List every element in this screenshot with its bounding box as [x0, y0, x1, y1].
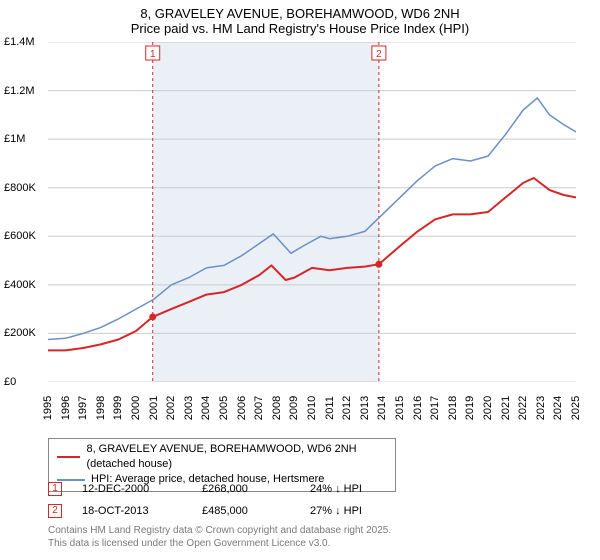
x-tick-label: 2000 [130, 392, 142, 424]
x-tick-label: 1998 [95, 392, 107, 424]
x-tick-label: 2012 [341, 392, 353, 424]
x-tick-label: 2007 [253, 392, 265, 424]
svg-text:2: 2 [376, 49, 382, 60]
x-tick-label: 2006 [236, 392, 248, 424]
x-tick-label: 2010 [306, 392, 318, 424]
y-tick-label: £800K [4, 182, 46, 194]
x-tick-label: 2014 [376, 392, 388, 424]
y-tick-label: £1.4M [4, 36, 46, 48]
title-block: 8, GRAVELEY AVENUE, BOREHAMWOOD, WD6 2NH… [0, 0, 600, 40]
transaction-badge: 2 [48, 504, 62, 518]
chart-title-line1: 8, GRAVELEY AVENUE, BOREHAMWOOD, WD6 2NH [0, 6, 600, 21]
transaction-row: 1 12-DEC-2000 £268,000 24% ↓ HPI [48, 478, 400, 500]
x-tick-label: 2013 [359, 392, 371, 424]
x-tick-label: 1996 [60, 392, 72, 424]
transaction-price: £485,000 [202, 505, 290, 517]
x-tick-label: 2021 [500, 392, 512, 424]
x-tick-label: 2003 [183, 392, 195, 424]
x-tick-label: 2018 [447, 392, 459, 424]
transaction-table: 1 12-DEC-2000 £268,000 24% ↓ HPI 2 18-OCT-201… [48, 478, 400, 522]
x-tick-label: 2020 [482, 392, 494, 424]
transaction-date: 12-DEC-2000 [82, 483, 182, 495]
x-tick-label: 2001 [148, 392, 160, 424]
transaction-date: 18-OCT-2013 [82, 505, 182, 517]
transaction-price: £268,000 [202, 483, 290, 495]
x-tick-label: 2005 [218, 392, 230, 424]
footer-line2: This data is licensed under the Open Gov… [48, 537, 391, 550]
footer-attribution: Contains HM Land Registry data © Crown c… [48, 524, 391, 550]
line-chart-svg: 12 [48, 42, 576, 382]
plot-area: 12 [48, 42, 576, 382]
legend-row: 8, GRAVELEY AVENUE, BOREHAMWOOD, WD6 2NH… [57, 442, 387, 472]
x-tick-label: 2024 [552, 392, 564, 424]
x-tick-label: 1999 [112, 392, 124, 424]
y-tick-label: £200K [4, 327, 46, 339]
y-tick-label: £1.2M [4, 85, 46, 97]
x-tick-label: 2017 [429, 392, 441, 424]
x-tick-label: 2008 [271, 392, 283, 424]
y-tick-label: £1M [4, 133, 46, 145]
x-tick-label: 2004 [200, 392, 212, 424]
chart-container: 8, GRAVELEY AVENUE, BOREHAMWOOD, WD6 2NH… [0, 0, 600, 560]
x-tick-label: 2009 [288, 392, 300, 424]
transaction-row: 2 18-OCT-2013 £485,000 27% ↓ HPI [48, 500, 400, 522]
x-tick-label: 1995 [42, 392, 54, 424]
transaction-pct: 27% ↓ HPI [310, 505, 400, 517]
x-tick-label: 2023 [535, 392, 547, 424]
legend-label: 8, GRAVELEY AVENUE, BOREHAMWOOD, WD6 2NH… [86, 442, 387, 472]
y-tick-label: £0 [4, 376, 46, 388]
chart-title-line2: Price paid vs. HM Land Registry's House … [0, 21, 600, 36]
x-tick-label: 2011 [324, 392, 336, 424]
x-tick-label: 1997 [77, 392, 89, 424]
y-tick-label: £600K [4, 230, 46, 242]
x-axis-labels: 1995199619971998199920002001200220032004… [48, 386, 576, 434]
x-tick-label: 2022 [517, 392, 529, 424]
y-tick-label: £400K [4, 279, 46, 291]
transaction-pct: 24% ↓ HPI [310, 483, 400, 495]
svg-text:1: 1 [150, 49, 156, 60]
footer-line1: Contains HM Land Registry data © Crown c… [48, 524, 391, 537]
x-tick-label: 2016 [412, 392, 424, 424]
legend-swatch [57, 456, 80, 458]
x-tick-label: 2025 [570, 392, 582, 424]
x-tick-label: 2015 [394, 392, 406, 424]
transaction-badge: 1 [48, 482, 62, 496]
x-tick-label: 2002 [165, 392, 177, 424]
x-tick-label: 2019 [464, 392, 476, 424]
